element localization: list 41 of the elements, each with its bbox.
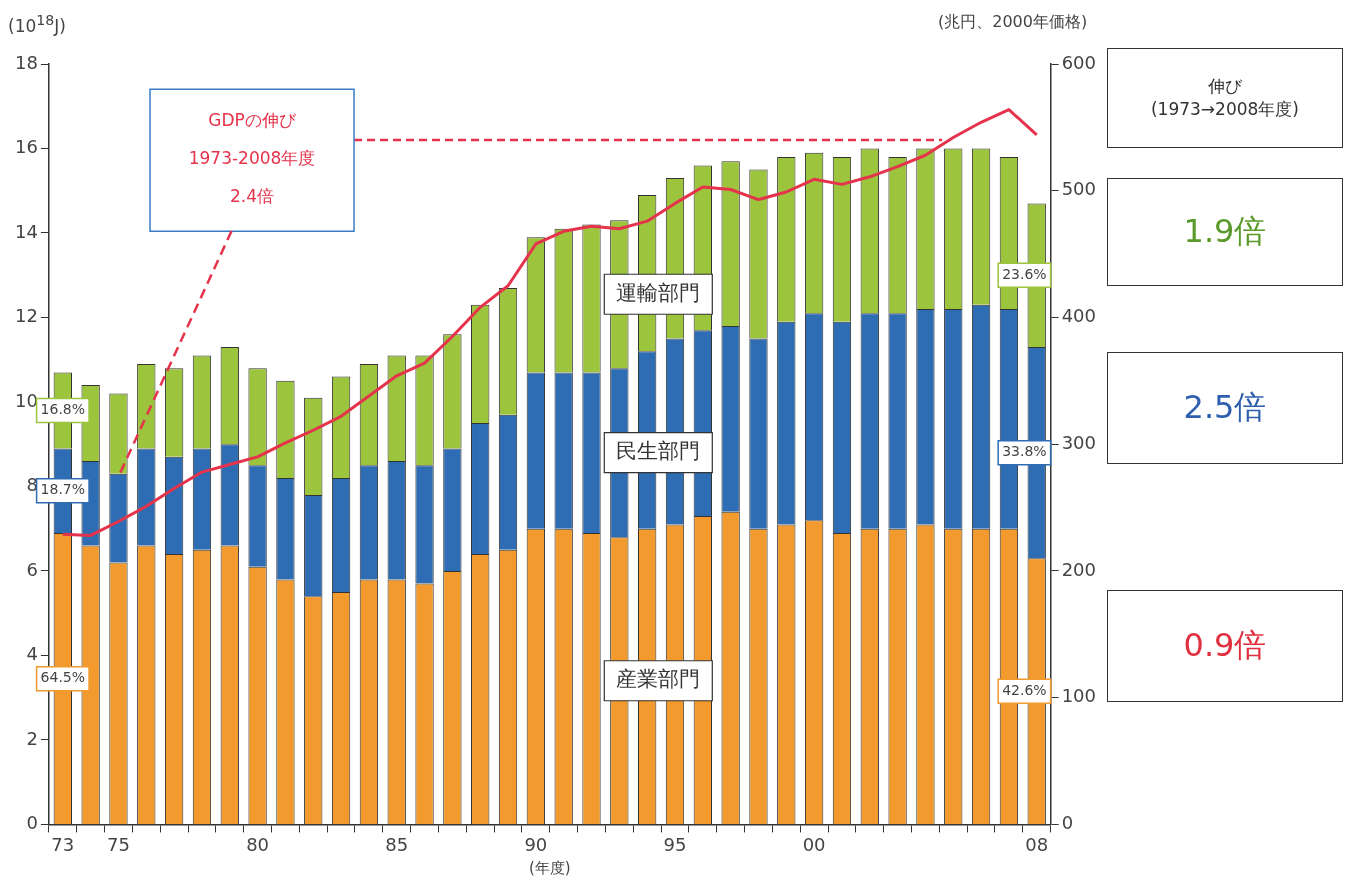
text: 伸び (1973→2008年度) — [1150, 75, 1300, 121]
y-tick-label: 6 — [26, 558, 38, 580]
y-tick-label: 0 — [26, 812, 38, 834]
text: 2.5倍 — [1183, 387, 1267, 428]
series-label: 運輸部門 — [616, 280, 701, 305]
y2-tick-label: 400 — [1061, 305, 1096, 327]
y-tick-label: 4 — [26, 643, 38, 665]
x-tick-label: 00 — [802, 833, 826, 855]
annotation: 16.8% — [40, 401, 86, 418]
series-label: 産業部門 — [616, 667, 701, 692]
y2-tick-label: 600 — [1061, 51, 1096, 73]
y2-tick-label: 200 — [1061, 558, 1096, 580]
y2-tick-label: 0 — [1061, 812, 1074, 834]
annotation: 33.8% — [1002, 443, 1047, 460]
annotation: GDPの伸び 1973-2008年度 2.4倍 — [188, 109, 316, 206]
y-tick-label: 12 — [15, 305, 38, 327]
y2-axis-title: (兆円、2000年価格) — [938, 12, 1088, 33]
x-tick-label: 75 — [107, 833, 130, 855]
x-tick-label: 08 — [1025, 833, 1049, 855]
text: 0.9倍 — [1183, 625, 1267, 666]
y-tick-label: 8 — [26, 474, 38, 496]
annotation: 64.5% — [40, 669, 86, 686]
y2-tick-label: 100 — [1061, 685, 1096, 707]
y-axis-title: (10$^{18}$J) — [8, 12, 66, 36]
x-tick-label: 73 — [51, 833, 75, 855]
x-axis-title: (年度) — [528, 858, 571, 877]
annotation: 23.6% — [1002, 265, 1047, 282]
series-label: 民生部門 — [616, 439, 701, 464]
x-tick-label: 90 — [524, 833, 548, 855]
y-tick-label: 18 — [15, 51, 38, 73]
annotation: 18.7% — [40, 481, 86, 498]
y2-tick-label: 300 — [1061, 431, 1096, 453]
x-tick-label: 95 — [663, 833, 687, 855]
x-tick-label: 85 — [385, 833, 409, 855]
y2-tick-label: 500 — [1061, 178, 1096, 200]
text: 1.9倍 — [1183, 211, 1267, 252]
y-tick-label: 16 — [15, 136, 38, 158]
x-tick-label: 80 — [246, 833, 270, 855]
annotation: 42.6% — [1002, 681, 1047, 698]
y-tick-label: 14 — [15, 220, 38, 242]
y-tick-label: 2 — [26, 727, 38, 749]
